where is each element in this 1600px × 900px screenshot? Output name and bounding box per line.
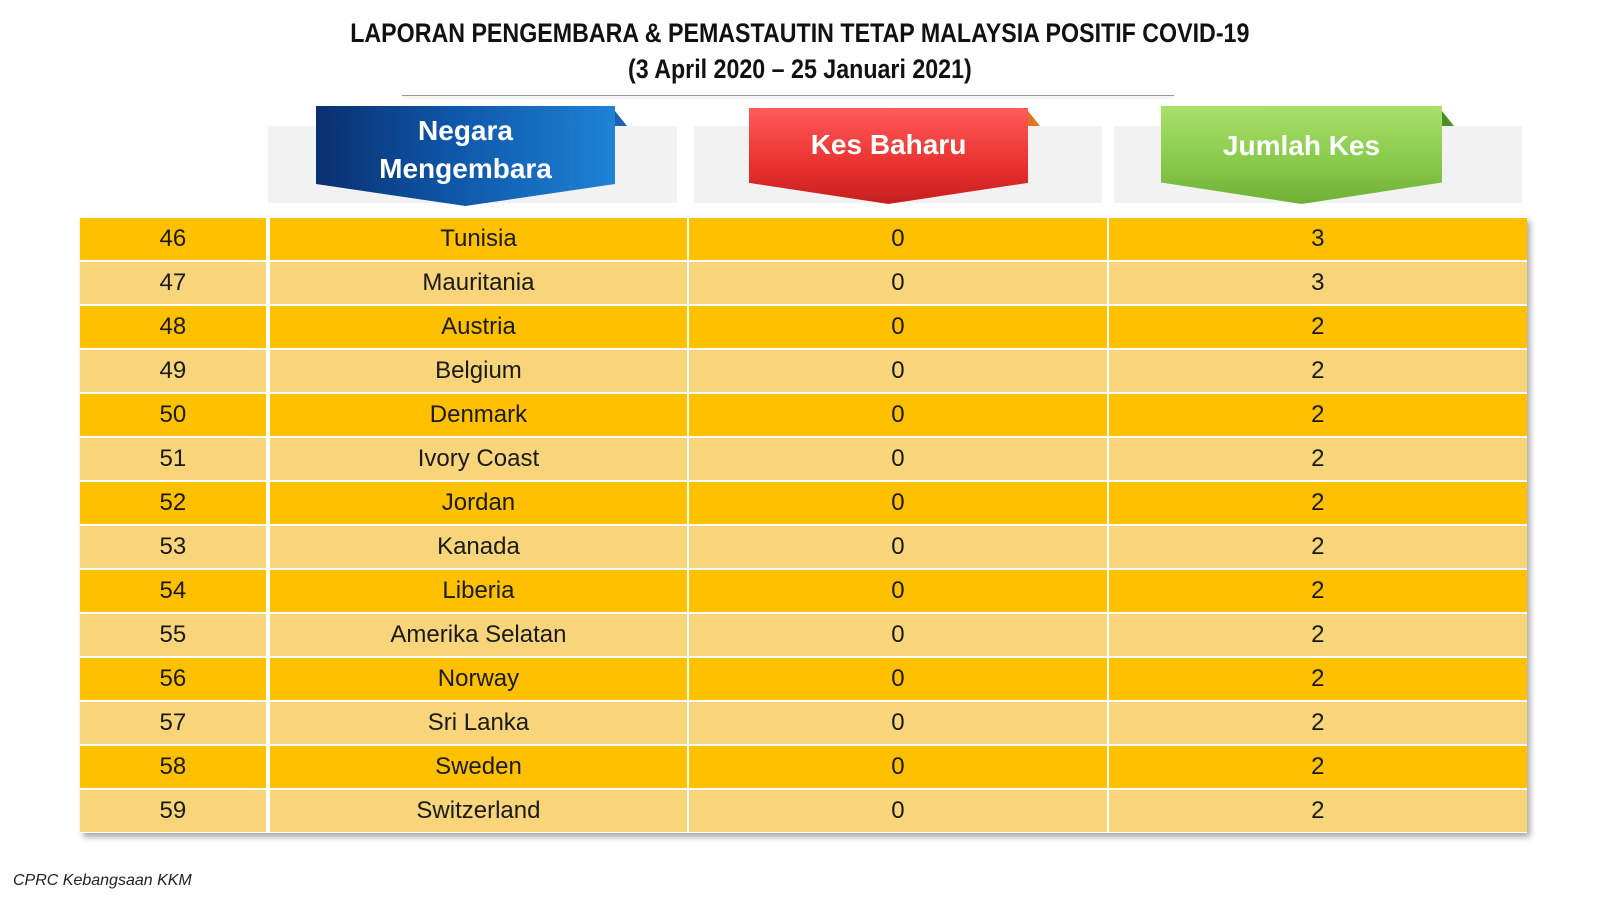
title-divider — [402, 95, 1174, 96]
new-cases-cell: 0 — [689, 350, 1107, 392]
total-cases-cell: 3 — [1108, 218, 1527, 260]
cases-table: 46 Tunisia 0 3 47 Mauritania 0 3 48 Austria 0 2 49 Be… — [80, 217, 1527, 833]
table-row: 53 Kanada 0 2 — [80, 525, 1527, 569]
new-cases-cell: 0 — [689, 262, 1107, 304]
table-row: 50 Denmark 0 2 — [80, 393, 1527, 437]
total-cases-cell: 2 — [1108, 306, 1527, 348]
table-row: 48 Austria 0 2 — [80, 305, 1527, 349]
table-row: 54 Liberia 0 2 — [80, 569, 1527, 613]
table-row: 52 Jordan 0 2 — [80, 481, 1527, 525]
total-cases-cell: 3 — [1108, 262, 1527, 304]
total-cases-cell: 2 — [1108, 350, 1527, 392]
total-cases-cell: 2 — [1108, 702, 1527, 744]
row-number-cell: 57 — [80, 702, 266, 744]
country-cell: Liberia — [269, 570, 688, 612]
country-cell: Austria — [269, 306, 688, 348]
row-number-cell: 52 — [80, 482, 266, 524]
total-cases-cell: 2 — [1108, 790, 1527, 832]
row-number-cell: 54 — [80, 570, 266, 612]
row-number-cell: 59 — [80, 790, 266, 832]
row-number-cell: 53 — [80, 526, 266, 568]
total-cases-header-label: Jumlah Kes — [1222, 130, 1381, 161]
table-row: 59 Switzerland 0 2 — [80, 789, 1527, 833]
country-cell: Jordan — [269, 482, 688, 524]
country-cell: Switzerland — [269, 790, 688, 832]
row-number-cell: 48 — [80, 306, 266, 348]
total-cases-cell: 2 — [1108, 658, 1527, 700]
new-cases-cell: 0 — [689, 570, 1107, 612]
title-line-1: LAPORAN PENGEMBARA & PEMASTAUTIN TETAP M… — [350, 18, 1250, 48]
row-number-cell: 51 — [80, 438, 266, 480]
new-cases-cell: 0 — [689, 438, 1107, 480]
country-cell: Norway — [269, 658, 688, 700]
row-number-cell: 49 — [80, 350, 266, 392]
country-cell: Denmark — [269, 394, 688, 436]
table-row: 57 Sri Lanka 0 2 — [80, 701, 1527, 745]
new-cases-cell: 0 — [689, 790, 1107, 832]
red-tab-fold — [1028, 111, 1040, 126]
country-cell: Sri Lanka — [269, 702, 688, 744]
country-cell: Tunisia — [269, 218, 688, 260]
new-cases-cell: 0 — [689, 394, 1107, 436]
country-cell: Amerika Selatan — [269, 614, 688, 656]
title-line-2: (3 April 2020 – 25 Januari 2021) — [628, 54, 972, 84]
new-cases-cell: 0 — [689, 614, 1107, 656]
row-number-cell: 46 — [80, 218, 266, 260]
green-tab-fold — [1442, 111, 1454, 126]
report-title: LAPORAN PENGEMBARA & PEMASTAUTIN TETAP M… — [0, 14, 1600, 86]
table-row: 49 Belgium 0 2 — [80, 349, 1527, 393]
new-cases-cell: 0 — [689, 482, 1107, 524]
country-header-label: Negara Mengembara — [379, 115, 552, 184]
new-cases-cell: 0 — [689, 658, 1107, 700]
country-cell: Kanada — [269, 526, 688, 568]
row-number-cell: 58 — [80, 746, 266, 788]
country-cell: Belgium — [269, 350, 688, 392]
new-cases-header-label: Kes Baharu — [810, 129, 967, 160]
table-row: 51 Ivory Coast 0 2 — [80, 437, 1527, 481]
total-cases-cell: 2 — [1108, 570, 1527, 612]
new-cases-cell: 0 — [689, 526, 1107, 568]
new-cases-cell: 0 — [689, 218, 1107, 260]
new-cases-column-header: Kes Baharu — [749, 108, 1028, 204]
country-cell: Sweden — [269, 746, 688, 788]
row-number-cell: 47 — [80, 262, 266, 304]
table-row: 55 Amerika Selatan 0 2 — [80, 613, 1527, 657]
total-cases-cell: 2 — [1108, 394, 1527, 436]
total-cases-column-header: Jumlah Kes — [1161, 106, 1442, 204]
new-cases-cell: 0 — [689, 306, 1107, 348]
table-row: 56 Norway 0 2 — [80, 657, 1527, 701]
table-row: 46 Tunisia 0 3 — [80, 217, 1527, 261]
country-column-header: Negara Mengembara — [316, 106, 615, 206]
total-cases-cell: 2 — [1108, 526, 1527, 568]
row-number-cell: 55 — [80, 614, 266, 656]
new-cases-cell: 0 — [689, 746, 1107, 788]
total-cases-cell: 2 — [1108, 746, 1527, 788]
total-cases-cell: 2 — [1108, 614, 1527, 656]
row-number-cell: 50 — [80, 394, 266, 436]
new-cases-cell: 0 — [689, 702, 1107, 744]
country-cell: Mauritania — [269, 262, 688, 304]
total-cases-cell: 2 — [1108, 438, 1527, 480]
blue-tab-fold — [615, 111, 627, 126]
source-footer: CPRC Kebangsaan KKM — [13, 872, 192, 889]
table-row: 47 Mauritania 0 3 — [80, 261, 1527, 305]
total-cases-cell: 2 — [1108, 482, 1527, 524]
table-row: 58 Sweden 0 2 — [80, 745, 1527, 789]
row-number-cell: 56 — [80, 658, 266, 700]
country-cell: Ivory Coast — [269, 438, 688, 480]
